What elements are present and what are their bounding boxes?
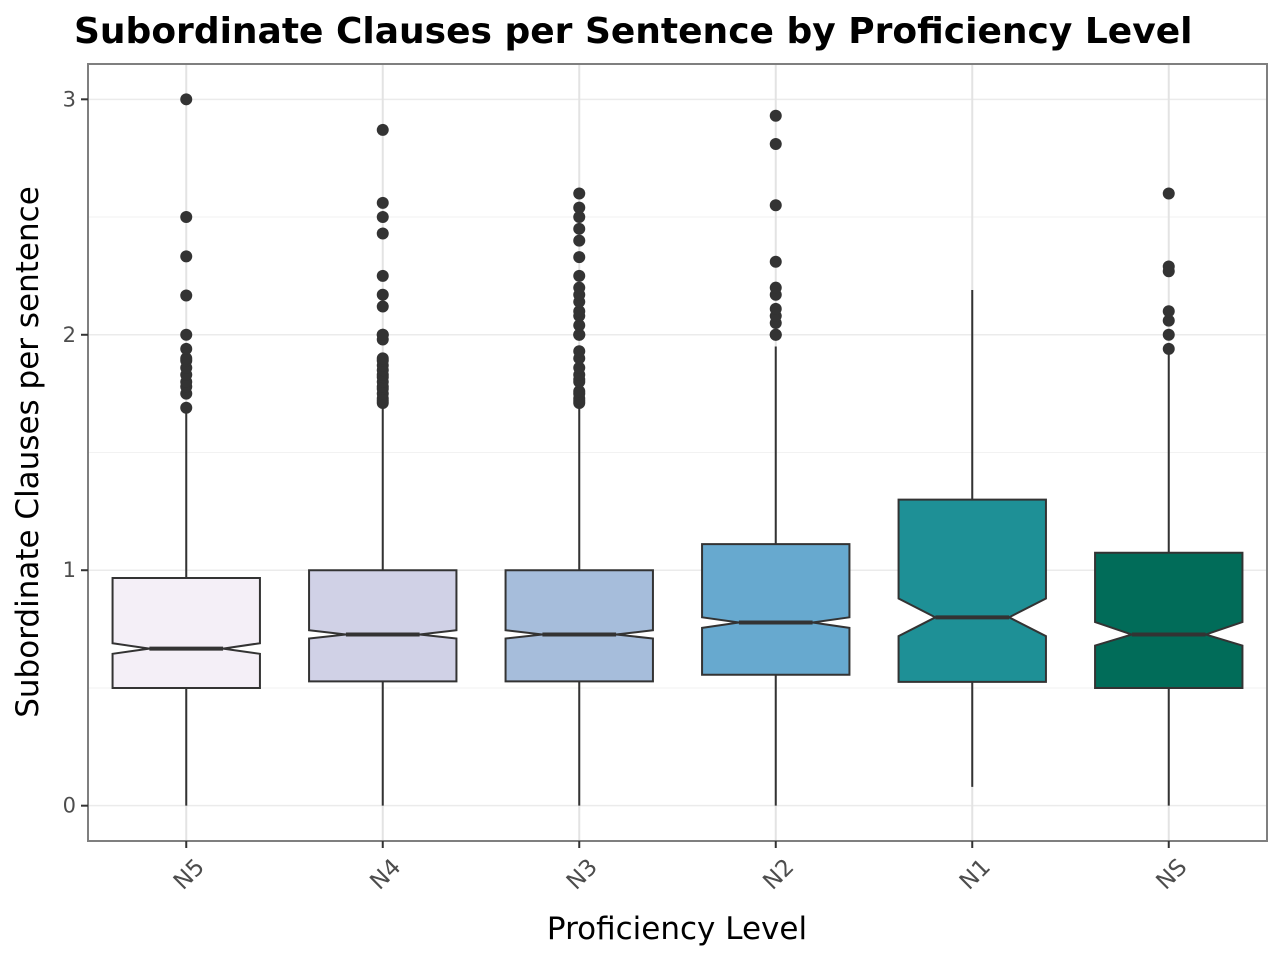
box-body [308,569,458,683]
y-tick-label: 2 [63,323,76,347]
outlier-point [573,222,586,235]
outlier-point [376,211,389,224]
box-body [701,543,851,676]
box-body [897,498,1047,683]
outlier-point [573,385,586,398]
outlier-point [180,401,193,414]
y-tick-label: 3 [63,87,76,111]
outlier-point [573,305,586,318]
x-tick-label: N2 [758,854,799,895]
outlier-point [180,93,193,106]
box-group-n1 [897,290,1047,787]
outlier-point [1162,305,1175,318]
outlier-point [180,211,193,224]
outlier-point [573,201,586,214]
outlier-point [573,251,586,264]
outlier-point [376,123,389,136]
box-body [1094,551,1244,689]
outlier-point [573,328,586,341]
outlier-point [376,196,389,209]
box-group-n5 [111,93,261,806]
x-tick-label: NS [1151,854,1192,895]
box-group-n3 [504,187,654,806]
outlier-point [376,300,389,313]
outlier-point [1162,260,1175,273]
outlier-point [376,352,389,365]
grid-layer [88,64,1267,841]
x-tick-label: N4 [365,854,406,895]
chart-title: Subordinate Clauses per Sentence by Prof… [74,11,1192,52]
outlier-point [573,234,586,247]
y-tick-label: 1 [63,558,76,582]
outlier-point [376,227,389,240]
outlier-point [573,269,586,282]
outlier-point [573,281,586,294]
outlier-point [573,187,586,200]
outlier-point [769,109,782,122]
outlier-point [769,302,782,315]
outlier-point [573,319,586,332]
y-axis-title: Subordinate Clauses per sentence [10,186,46,718]
box-body [504,569,654,683]
outlier-point [769,281,782,294]
outlier-point [180,352,193,365]
outlier-point [769,199,782,212]
outlier-point [180,342,193,355]
outlier-point [573,345,586,358]
x-axis-title: Proficiency Level [547,911,807,947]
outlier-point [1162,187,1175,200]
outlier-point [376,269,389,282]
outlier-point [180,289,193,302]
axis-layer: 0 1 2 3 N5 N4 N3 N2 N1 NS [63,87,1193,895]
outlier-point [769,138,782,151]
plot-panel-border [87,63,1268,842]
box-body [111,576,261,689]
box-group-n4 [308,123,458,806]
box-group-ns [1094,187,1244,806]
outlier-point [1162,342,1175,355]
outlier-point [769,255,782,268]
y-tick-label: 0 [63,794,76,818]
outlier-point [180,250,193,263]
outlier-point [1162,314,1175,327]
outlier-point [573,361,586,374]
outlier-point [376,328,389,341]
outlier-point [376,288,389,301]
outlier-point [1162,328,1175,341]
x-tick-label: N3 [562,854,603,895]
x-tick-label: N1 [955,854,996,895]
outlier-point [769,328,782,341]
box-group-n2 [701,109,851,806]
outlier-point [573,211,586,224]
plot-layer [111,93,1244,806]
outlier-point [180,328,193,341]
x-tick-label: N5 [169,854,210,895]
